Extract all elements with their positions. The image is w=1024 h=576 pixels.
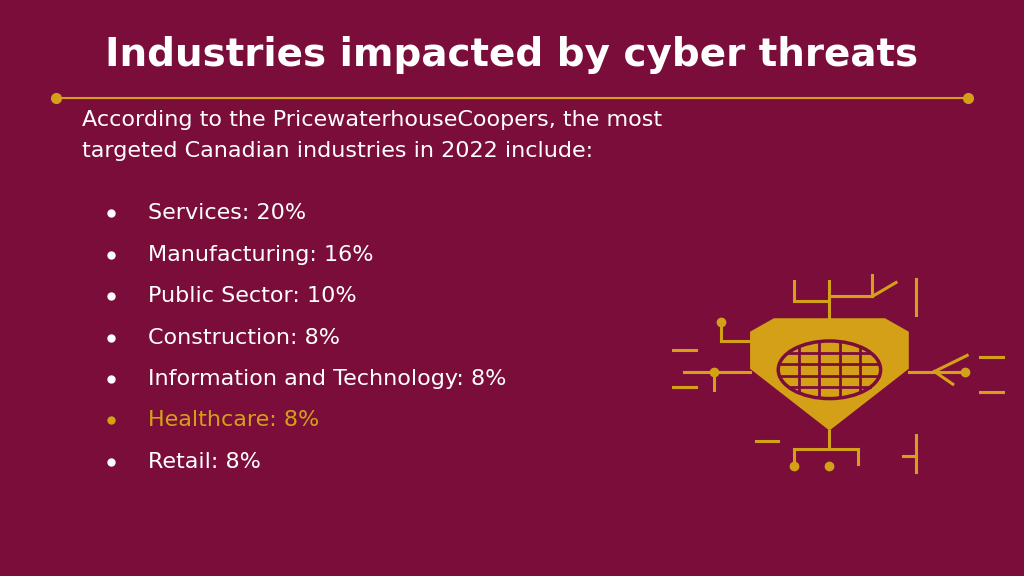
Text: Services: 20%: Services: 20% <box>148 203 306 223</box>
Circle shape <box>778 341 881 399</box>
Text: Industries impacted by cyber threats: Industries impacted by cyber threats <box>105 36 919 74</box>
Text: Healthcare: 8%: Healthcare: 8% <box>148 411 319 430</box>
Text: Information and Technology: 8%: Information and Technology: 8% <box>148 369 507 389</box>
Text: Manufacturing: 16%: Manufacturing: 16% <box>148 245 374 264</box>
Text: Construction: 8%: Construction: 8% <box>148 328 340 347</box>
Text: Public Sector: 10%: Public Sector: 10% <box>148 286 357 306</box>
Polygon shape <box>750 318 909 431</box>
Text: Retail: 8%: Retail: 8% <box>148 452 261 472</box>
Text: According to the PricewaterhouseCoopers, the most
targeted Canadian industries i: According to the PricewaterhouseCoopers,… <box>82 110 663 161</box>
